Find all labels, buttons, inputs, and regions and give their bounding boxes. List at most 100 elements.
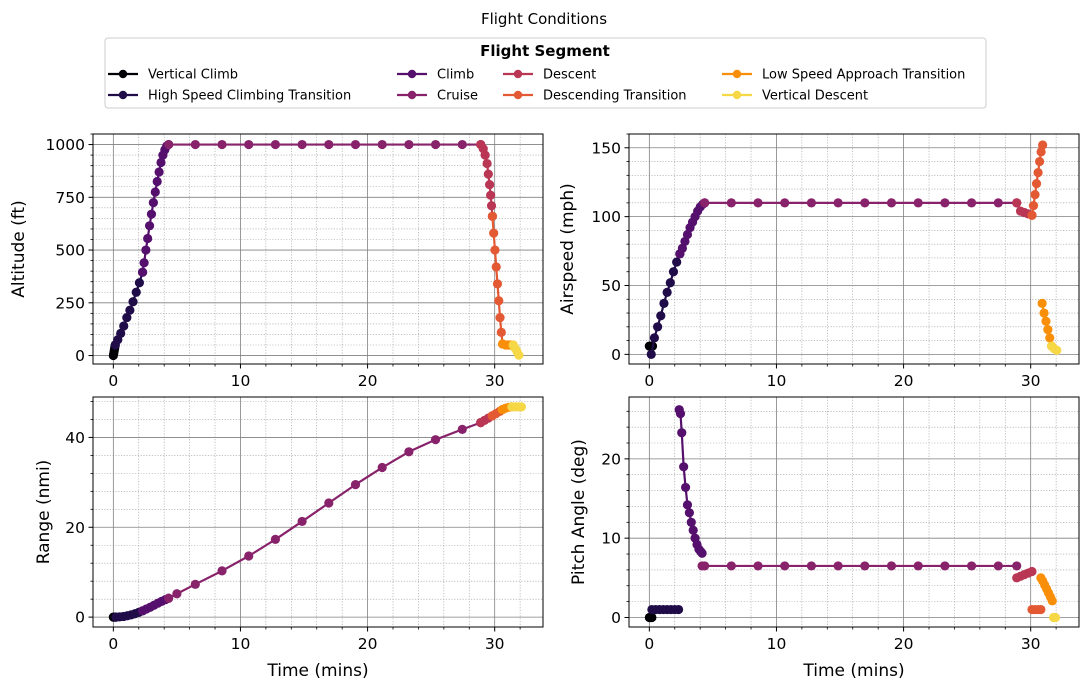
data-point [404,447,414,457]
series-cruise [697,561,1022,571]
data-point [913,561,923,571]
data-point [1039,308,1049,318]
data-point [656,311,666,321]
data-point [492,279,503,289]
x-tick-label: 0 [644,372,654,390]
data-point [1012,198,1022,208]
data-point [457,139,467,150]
series-climb [674,405,707,558]
data-point [134,278,144,288]
data-point [480,150,490,160]
series-low-speed-approach-transition [1036,573,1057,606]
data-point [324,498,334,508]
data-point [1012,561,1022,571]
y-tick-label: 50 [601,277,621,295]
data-point [146,209,157,219]
series-high-speed-climbing-transition [110,267,148,350]
data-point [139,258,149,268]
x-tick-label: 10 [231,635,251,653]
legend-label: Vertical Climb [148,68,238,83]
x-tick-label: 20 [358,635,378,653]
legend-marker [732,69,742,79]
x-tick-label: 20 [894,635,914,653]
series-descending-transition [487,211,508,349]
data-point [966,198,977,208]
series-cruise [164,418,486,603]
legend-label: Vertical Descent [762,89,868,104]
data-point [190,579,200,589]
data-point [137,267,148,277]
legend-marker [732,90,742,100]
data-point [514,350,524,360]
series-cruise [164,139,486,150]
data-point [682,500,693,510]
data-point [1045,333,1055,343]
data-point [833,198,843,208]
data-point [753,198,763,208]
series-vertical-descent [508,340,524,360]
legend-box [104,37,987,109]
y-tick-label: 0 [611,346,621,364]
y-axis-label: Altitude (ft) [9,200,29,297]
data-point [486,190,496,200]
data-point [404,139,414,150]
legend-marker [513,90,523,100]
y-tick-label: 100 [591,208,621,226]
data-point [1034,156,1045,167]
data-point [700,198,710,208]
data-point [1036,604,1046,615]
x-tick-label: 20 [358,372,378,390]
axes-frame [92,396,544,628]
data-point [659,298,669,309]
y-tick-label: 0 [75,609,85,627]
y-tick-label: 40 [65,429,85,447]
data-point [270,139,281,150]
data-point [244,139,254,150]
y-tick-label: 0 [75,347,85,365]
data-point [482,158,492,169]
data-point [653,322,663,332]
data-point [940,561,950,571]
y-tick-label: 250 [55,294,85,312]
x-tick-label: 0 [108,372,118,390]
data-point [1027,210,1037,220]
data-point [1031,178,1042,189]
y-tick-label: 20 [65,519,85,537]
x-tick-label: 30 [1021,372,1041,390]
y-tick-label: 1000 [46,136,85,154]
y-tick-label: 20 [601,450,621,468]
data-point [148,197,158,208]
data-point [649,333,660,343]
data-point [494,296,504,306]
data-point [125,305,135,315]
data-point [780,561,790,571]
subplot-top-right: 0 10 20 30 0 50 100 150 Airspeed (mph) [558,133,1080,390]
data-point [131,287,141,297]
series-descent [1012,566,1037,583]
data-point [686,517,696,527]
data-point [430,435,441,445]
data-point [490,245,500,255]
data-point [1050,612,1061,623]
y-axis-label: Airspeed (mph) [558,183,578,315]
data-point [806,198,817,208]
data-point [496,327,506,337]
series-line [650,253,681,355]
x-tick-label: 30 [485,372,505,390]
data-point [217,566,227,576]
plot-area [644,405,1061,623]
data-point [688,525,698,535]
data-point [1043,324,1053,335]
data-point [485,180,495,190]
data-point [665,278,675,288]
data-point [487,211,498,221]
data-point [164,593,174,603]
data-point [128,297,138,307]
data-point [886,561,897,571]
data-point [680,482,691,493]
data-point [806,561,817,571]
data-point [491,262,501,272]
data-point [753,561,763,571]
data-point [297,516,307,527]
